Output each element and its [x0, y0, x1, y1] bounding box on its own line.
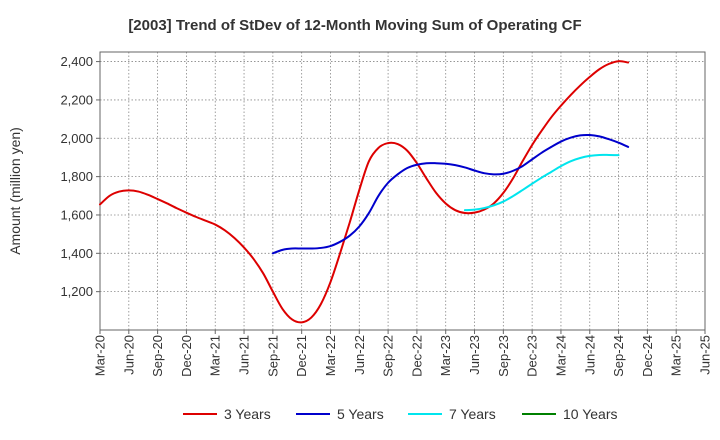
series-line-5-years [271, 133, 630, 255]
legend-label: 7 Years [449, 406, 496, 422]
series-line-3-years [99, 60, 630, 324]
series-group [99, 60, 630, 324]
x-tick-label: Jun-23 [467, 335, 482, 375]
x-tick-label: Dec-22 [409, 335, 424, 377]
x-axis: Mar-20 Jun-20 Sep-20 Dec-20 Mar-21 Jun-21 Sep-… [93, 330, 713, 377]
x-tick-label: Jun-22 [352, 335, 367, 375]
y-tick-label: 1,400 [60, 246, 93, 261]
x-tick-label: Mar-22 [323, 335, 338, 376]
plot-area [99, 51, 706, 331]
x-tick-label: Dec-23 [525, 335, 540, 377]
x-tick-label: Sep-24 [611, 335, 626, 377]
series-line-7-years [463, 153, 620, 212]
y-tick-label: 2,400 [60, 54, 93, 69]
x-tick-label: Jun-24 [582, 335, 597, 375]
x-tick-label: Sep-20 [150, 335, 165, 377]
x-tick-label: Jun-21 [237, 335, 252, 375]
grid [100, 52, 705, 330]
y-tick-label: 2,200 [60, 92, 93, 107]
x-tick-label: Jun-25 [698, 335, 713, 375]
y-tick-label: 1,200 [60, 284, 93, 299]
x-tick-label: Jun-20 [121, 335, 136, 375]
legend-label: 3 Years [224, 406, 271, 422]
x-tick-label: Sep-23 [496, 335, 511, 377]
x-tick-label: Dec-21 [294, 335, 309, 377]
x-tick-label: Mar-21 [208, 335, 223, 376]
y-axis-label: Amount (million yen) [7, 127, 23, 255]
x-tick-label: Dec-20 [179, 335, 194, 377]
x-tick-label: Mar-24 [553, 335, 568, 376]
legend-label: 5 Years [337, 406, 384, 422]
x-tick-label: Sep-21 [265, 335, 280, 377]
y-tick-label: 1,600 [60, 207, 93, 222]
y-axis: 1,200 1,400 1,600 1,800 2,000 2,200 2,400 [60, 54, 100, 299]
x-tick-label: Dec-24 [640, 335, 655, 377]
legend-label: 10 Years [563, 406, 618, 422]
chart-title: [2003] Trend of StDev of 12-Month Moving… [128, 17, 581, 34]
x-tick-label: Sep-22 [381, 335, 396, 377]
y-tick-label: 2,000 [60, 131, 93, 146]
legend: 3 Years 5 Years 7 Years 10 Years [183, 406, 618, 422]
y-tick-label: 1,800 [60, 169, 93, 184]
x-tick-label: Mar-25 [669, 335, 684, 376]
x-tick-label: Mar-20 [93, 335, 108, 376]
x-tick-label: Mar-23 [438, 335, 453, 376]
